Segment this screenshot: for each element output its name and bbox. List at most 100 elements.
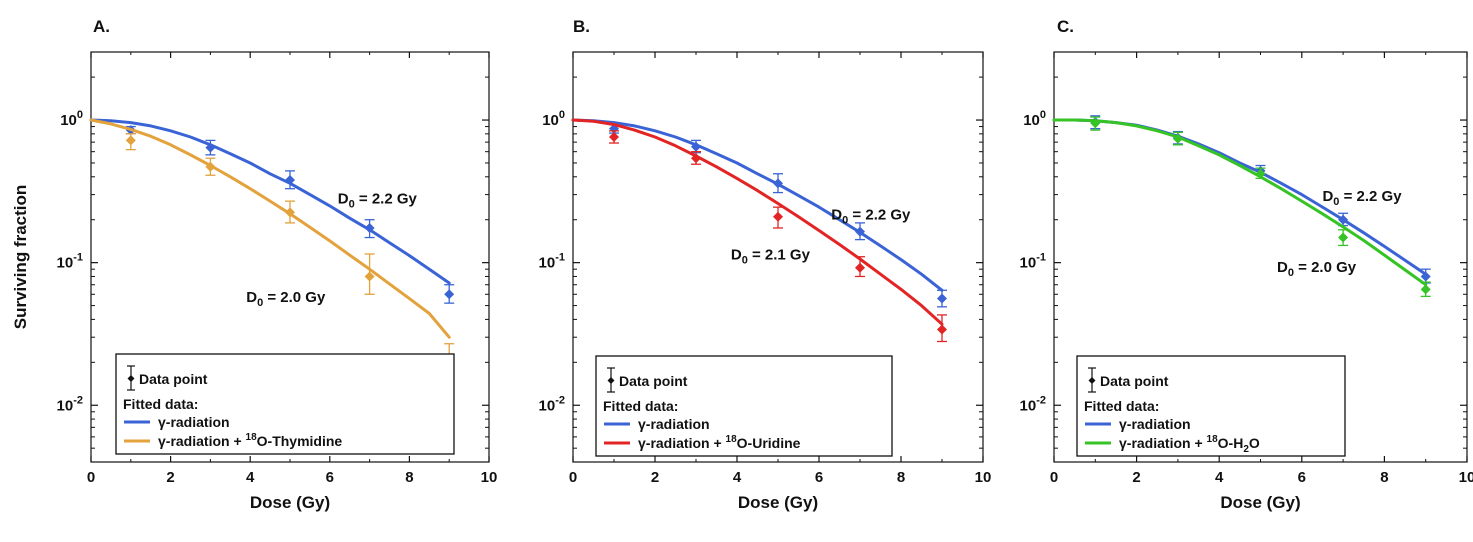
series-1 bbox=[571, 118, 947, 343]
legend-data-point-label: Data point bbox=[139, 371, 208, 387]
anno-base: D bbox=[1322, 188, 1333, 205]
legend-marker-icon bbox=[1088, 377, 1096, 384]
data-marker bbox=[609, 132, 619, 143]
data-marker bbox=[444, 289, 455, 300]
x-tick-label: 6 bbox=[326, 469, 334, 486]
anno-text: = 2.0 Gy bbox=[263, 289, 326, 306]
data-marker bbox=[773, 178, 783, 189]
y-tick-mantissa: 10 bbox=[1020, 397, 1037, 414]
anno-text: = 2.2 Gy bbox=[355, 190, 418, 207]
y-tick-mantissa: 10 bbox=[57, 397, 74, 414]
data-marker bbox=[855, 262, 865, 273]
x-tick-label: 4 bbox=[733, 469, 742, 486]
legend: Data point Fitted data: γ-radiation γ-radia… bbox=[595, 355, 893, 457]
y-tick-exponent: 0 bbox=[1040, 109, 1046, 121]
x-axis-title: Dose (Gy) bbox=[738, 493, 818, 512]
x-tick-label: 8 bbox=[1380, 469, 1388, 486]
legend-entry-tail: O bbox=[1249, 435, 1260, 451]
x-axis-title: Dose (Gy) bbox=[250, 493, 330, 512]
x-tick-label: 10 bbox=[481, 469, 498, 486]
y-tick-mantissa: 10 bbox=[542, 112, 559, 129]
d0-annotation: D0 = 2.0 Gy bbox=[246, 289, 326, 309]
series-1 bbox=[89, 118, 455, 433]
x-tick-label: 2 bbox=[1132, 469, 1140, 486]
data-marker bbox=[691, 153, 701, 164]
d0-annotation: D0 = 2.0 Gy bbox=[1277, 259, 1357, 279]
y-axis-title: Surviving fraction bbox=[11, 185, 30, 330]
x-tick-label: 0 bbox=[569, 469, 577, 486]
legend-fitted-label: Fitted data: bbox=[1084, 398, 1159, 414]
y-tick-label: 10-2 bbox=[539, 394, 565, 414]
legend-box bbox=[115, 353, 455, 455]
anno-base: D bbox=[338, 190, 349, 207]
data-marker bbox=[691, 141, 701, 152]
panel-letter: C. bbox=[1057, 17, 1074, 36]
data-marker bbox=[1338, 214, 1349, 225]
data-marker bbox=[205, 161, 216, 172]
anno-subscript: 0 bbox=[1288, 267, 1294, 279]
fit-curve bbox=[571, 118, 944, 326]
d0-annotation: D0 = 2.2 Gy bbox=[831, 207, 911, 227]
x-tick-label: 8 bbox=[897, 469, 905, 486]
x-axis-title: Dose (Gy) bbox=[1220, 493, 1300, 512]
y-tick-exponent: 0 bbox=[77, 109, 83, 121]
legend-marker-icon bbox=[127, 375, 135, 382]
legend-entry-superscript: 18 bbox=[1207, 434, 1219, 445]
data-marker bbox=[773, 211, 783, 222]
legend-entry-rest: O-H bbox=[1218, 435, 1244, 451]
y-tick-mantissa: 10 bbox=[539, 255, 556, 272]
legend-fitted-label: Fitted data: bbox=[123, 396, 198, 412]
data-marker bbox=[855, 226, 865, 237]
data-marker bbox=[1090, 118, 1101, 129]
anno-subscript: 0 bbox=[842, 215, 848, 227]
legend-entry: γ-radiation + 18O-Uridine bbox=[638, 434, 801, 451]
y-tick-label: 100 bbox=[1023, 109, 1046, 129]
x-tick-label: 6 bbox=[815, 469, 823, 486]
anno-text: = 2.1 Gy bbox=[748, 247, 811, 264]
y-tick-label: 10-1 bbox=[539, 252, 565, 272]
fit-curve bbox=[89, 118, 451, 339]
d0-annotation: D0 = 2.1 Gy bbox=[731, 247, 811, 267]
y-tick-exponent: -1 bbox=[555, 252, 565, 264]
y-tick-mantissa: 10 bbox=[60, 112, 77, 129]
y-tick-mantissa: 10 bbox=[1020, 255, 1037, 272]
y-tick-label: 10-2 bbox=[57, 394, 83, 414]
legend: Data point Fitted data: γ-radiation γ-radia… bbox=[115, 353, 455, 455]
legend-entry-text: γ-radiation + bbox=[158, 433, 246, 449]
legend-fitted-label: Fitted data: bbox=[603, 398, 678, 414]
legend-entry-text: γ-radiation bbox=[638, 416, 710, 432]
x-tick-label: 2 bbox=[166, 469, 174, 486]
legend-entry-rest: O-Thymidine bbox=[257, 433, 343, 449]
data-marker bbox=[1420, 271, 1431, 282]
y-tick-mantissa: 10 bbox=[539, 397, 556, 414]
data-marker bbox=[1255, 168, 1266, 179]
y-tick-mantissa: 10 bbox=[57, 255, 74, 272]
legend-entry-text: γ-radiation + bbox=[1119, 435, 1207, 451]
anno-text: = 2.2 Gy bbox=[1339, 188, 1402, 205]
anno-subscript: 0 bbox=[742, 255, 748, 267]
legend-entry-rest: O-Uridine bbox=[737, 435, 801, 451]
y-tick-exponent: -1 bbox=[73, 252, 83, 264]
data-marker bbox=[364, 222, 375, 233]
x-tick-label: 6 bbox=[1298, 469, 1306, 486]
anno-base: D bbox=[831, 207, 842, 224]
x-tick-label: 0 bbox=[87, 469, 95, 486]
anno-text: = 2.2 Gy bbox=[848, 207, 911, 224]
d0-annotation: D0 = 2.2 Gy bbox=[338, 190, 418, 210]
fit-curve bbox=[1052, 118, 1428, 287]
data-marker bbox=[205, 142, 216, 153]
anno-text: = 2.0 Gy bbox=[1294, 259, 1357, 276]
x-tick-label: 4 bbox=[246, 469, 255, 486]
data-marker bbox=[937, 293, 947, 304]
data-marker bbox=[364, 271, 375, 282]
legend-entry: γ-radiation bbox=[158, 414, 230, 430]
series-1 bbox=[1052, 116, 1431, 298]
y-tick-label: 10-1 bbox=[1020, 252, 1046, 272]
legend-box bbox=[595, 355, 893, 457]
y-tick-exponent: 0 bbox=[559, 109, 565, 121]
legend-entry: γ-radiation + 18O-H2O bbox=[1119, 434, 1260, 455]
data-marker bbox=[285, 174, 295, 185]
